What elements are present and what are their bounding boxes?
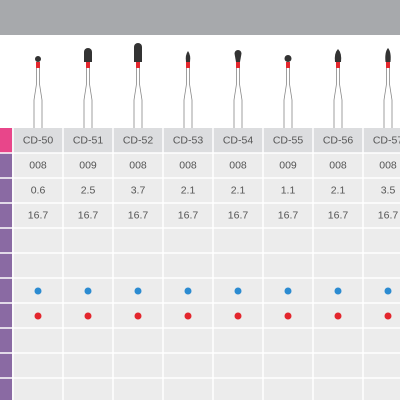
bur-band	[186, 62, 190, 68]
cell: 3.7	[131, 184, 146, 196]
bur-head	[284, 55, 292, 62]
header-row	[0, 128, 400, 153]
bur-head	[35, 56, 41, 62]
red-dot	[284, 312, 292, 320]
cell: 008	[329, 159, 347, 171]
column-header: CD-50	[23, 134, 54, 146]
column-header: CD-52	[123, 134, 154, 146]
cell: 009	[279, 159, 297, 171]
bur-head	[234, 50, 242, 62]
bur-band	[236, 62, 240, 68]
bur-head	[385, 48, 391, 62]
column-header: CD-51	[73, 134, 104, 146]
bur-band	[286, 62, 290, 68]
bur-shank	[283, 68, 293, 128]
cell: 16.7	[128, 209, 149, 221]
cell: 008	[129, 159, 147, 171]
bur-shank	[233, 68, 243, 128]
blue-dot	[234, 287, 242, 295]
bur-shank	[183, 68, 193, 128]
blue-dot	[284, 287, 292, 295]
cell: 009	[79, 159, 97, 171]
cell: 2.1	[181, 184, 196, 196]
blue-dot	[34, 287, 42, 295]
cell: 16.7	[28, 209, 49, 221]
row-header-strip	[0, 128, 12, 153]
cell: 2.1	[231, 184, 246, 196]
cell: 16.7	[78, 209, 99, 221]
red-dot	[234, 312, 242, 320]
bur-shank	[133, 68, 143, 128]
cell: 1.1	[281, 184, 296, 196]
red-dot	[84, 312, 92, 320]
bur-band	[336, 62, 340, 68]
red-dot	[34, 312, 42, 320]
cell: 16.7	[228, 209, 249, 221]
bur-shank	[33, 68, 43, 128]
bur-shank	[383, 68, 393, 128]
bur-head	[134, 43, 142, 62]
cell: 16.7	[178, 209, 199, 221]
row-header-strip	[0, 153, 12, 400]
cell: 008	[179, 159, 197, 171]
cell: 16.7	[328, 209, 349, 221]
blue-dot	[134, 287, 142, 295]
cell: 3.5	[381, 184, 396, 196]
column-header: CD-57	[373, 134, 400, 146]
red-dot	[334, 312, 342, 320]
cell: 008	[229, 159, 247, 171]
bur-band	[136, 62, 140, 68]
red-dot	[184, 312, 192, 320]
table-body	[0, 128, 400, 400]
grid	[0, 128, 400, 400]
top-band	[0, 0, 400, 35]
column-header: CD-54	[223, 134, 254, 146]
bur-band	[386, 62, 390, 68]
bur-head	[84, 48, 92, 62]
bur-head	[334, 49, 342, 62]
bur-band	[86, 62, 90, 68]
cell: 008	[379, 159, 397, 171]
blue-dot	[334, 287, 342, 295]
column-header: CD-55	[273, 134, 304, 146]
blue-dot	[384, 287, 392, 295]
cell: 0.6	[31, 184, 46, 196]
column-header: CD-56	[323, 134, 354, 146]
column-header: CD-53	[173, 134, 204, 146]
bur-images	[33, 43, 393, 128]
blue-dot	[184, 287, 192, 295]
cells: CD-50 CD-51 CD-52 CD-53 CD-54 CD-55 CD-56 CD-57…	[23, 134, 400, 320]
bur-shank	[83, 68, 93, 128]
cell: 16.7	[378, 209, 399, 221]
cell: 16.7	[278, 209, 299, 221]
bur-head	[185, 51, 191, 62]
red-dot	[384, 312, 392, 320]
cell: 2.1	[331, 184, 346, 196]
blue-dot	[84, 287, 92, 295]
bur-band	[36, 62, 40, 68]
cell: 2.5	[81, 184, 96, 196]
red-dot	[134, 312, 142, 320]
cell: 008	[29, 159, 47, 171]
bur-shank	[333, 68, 343, 128]
